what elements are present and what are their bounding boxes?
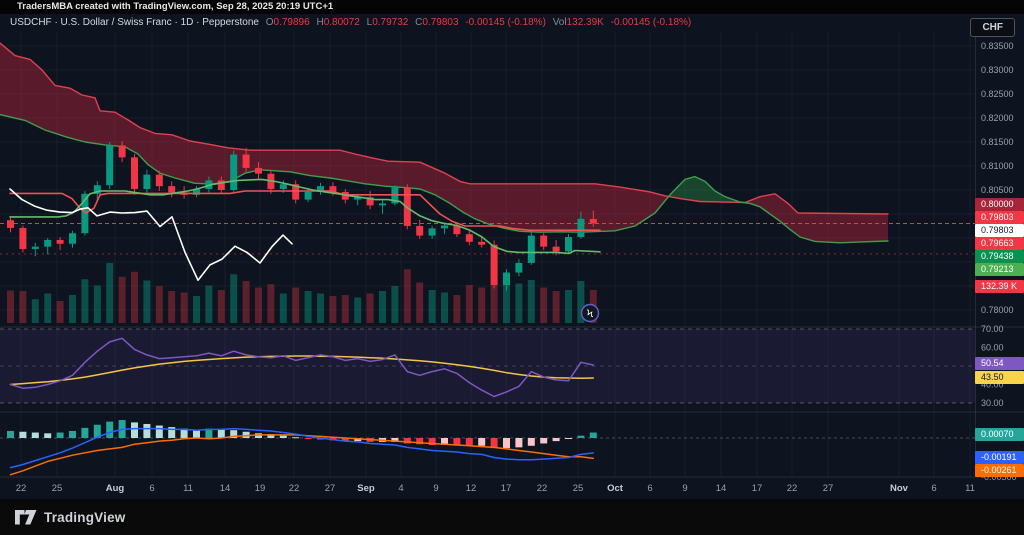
- attribution-bar: TradersMBA created with TradingView.com,…: [0, 0, 1024, 14]
- svg-text:25: 25: [573, 483, 584, 494]
- high-label: H: [316, 17, 324, 28]
- low-value: 0.79732: [372, 17, 409, 28]
- svg-text:Oct: Oct: [607, 483, 624, 494]
- high-value: 0.80072: [323, 17, 360, 28]
- svg-text:9: 9: [433, 483, 438, 494]
- currency-toggle-button[interactable]: CHF: [970, 18, 1015, 37]
- low-label: L: [366, 17, 373, 28]
- close-value: 0.79803: [422, 17, 459, 28]
- svg-text:27: 27: [823, 483, 834, 494]
- svg-text:0.82500: 0.82500: [981, 89, 1014, 99]
- svg-text:11: 11: [965, 483, 975, 494]
- symbol-legend: USDCHF · U.S. Dollar / Swiss Franc · 1D …: [10, 17, 691, 28]
- svg-text:60.00: 60.00: [981, 343, 1004, 353]
- svg-text:6: 6: [931, 483, 936, 494]
- svg-text:19: 19: [255, 483, 266, 494]
- svg-text:6: 6: [149, 483, 154, 494]
- svg-text:12: 12: [466, 483, 477, 494]
- svg-text:Sep: Sep: [357, 483, 375, 494]
- svg-text:4: 4: [398, 483, 403, 494]
- svg-text:6: 6: [647, 483, 652, 494]
- svg-text:22: 22: [537, 483, 548, 494]
- svg-text:0.81000: 0.81000: [981, 161, 1014, 171]
- tradingview-logo[interactable]: TradingView: [15, 509, 126, 525]
- tradingview-logo-icon: [15, 509, 37, 524]
- close-label: C: [415, 17, 423, 28]
- footer-bar: TradingView: [0, 499, 1024, 535]
- attribution-text: TradersMBA created with TradingView.com,…: [17, 1, 334, 12]
- svg-text:14: 14: [716, 483, 727, 494]
- open-value: 0.79896: [273, 17, 310, 28]
- svg-text:Ϟ: Ϟ: [587, 309, 594, 320]
- svg-text:40.00: 40.00: [981, 380, 1004, 390]
- svg-text:0.83000: 0.83000: [981, 65, 1014, 75]
- svg-text:11: 11: [183, 483, 193, 494]
- svg-text:30.00: 30.00: [981, 398, 1004, 408]
- volume-label: Vol: [552, 17, 567, 28]
- svg-text:9: 9: [682, 483, 687, 494]
- svg-text:70.00: 70.00: [981, 324, 1004, 334]
- svg-text:Nov: Nov: [890, 483, 909, 494]
- svg-text:0.78000: 0.78000: [981, 305, 1014, 315]
- lightning-button[interactable]: Ϟ: [580, 303, 600, 323]
- volume-change: -0.00145 (-0.18%): [610, 17, 692, 28]
- svg-text:0.82000: 0.82000: [981, 113, 1014, 123]
- svg-text:22: 22: [16, 483, 27, 494]
- svg-text:22: 22: [787, 483, 798, 494]
- open-label: O: [265, 17, 274, 28]
- svg-text:22: 22: [289, 483, 300, 494]
- volume-value: 132.39K: [566, 17, 604, 28]
- svg-text:-0.00500: -0.00500: [981, 472, 1017, 482]
- chart-canvas[interactable]: 0.83500 0.83000 0.82500 0.82000 0.81500 0.810…: [0, 14, 1024, 499]
- svg-text:27: 27: [325, 483, 336, 494]
- svg-text:17: 17: [501, 483, 512, 494]
- svg-text:14: 14: [220, 483, 231, 494]
- svg-text:0.80500: 0.80500: [981, 185, 1014, 195]
- tradingview-logo-text: TradingView: [44, 509, 126, 525]
- symbol-title[interactable]: USDCHF · U.S. Dollar / Swiss Franc · 1D …: [10, 17, 259, 28]
- svg-text:25: 25: [52, 483, 63, 494]
- svg-text:0.83500: 0.83500: [981, 41, 1014, 51]
- svg-text:Aug: Aug: [106, 483, 125, 494]
- change-value: -0.00145 (-0.18%): [465, 17, 546, 28]
- svg-text:0.81500: 0.81500: [981, 137, 1014, 147]
- svg-text:17: 17: [752, 483, 763, 494]
